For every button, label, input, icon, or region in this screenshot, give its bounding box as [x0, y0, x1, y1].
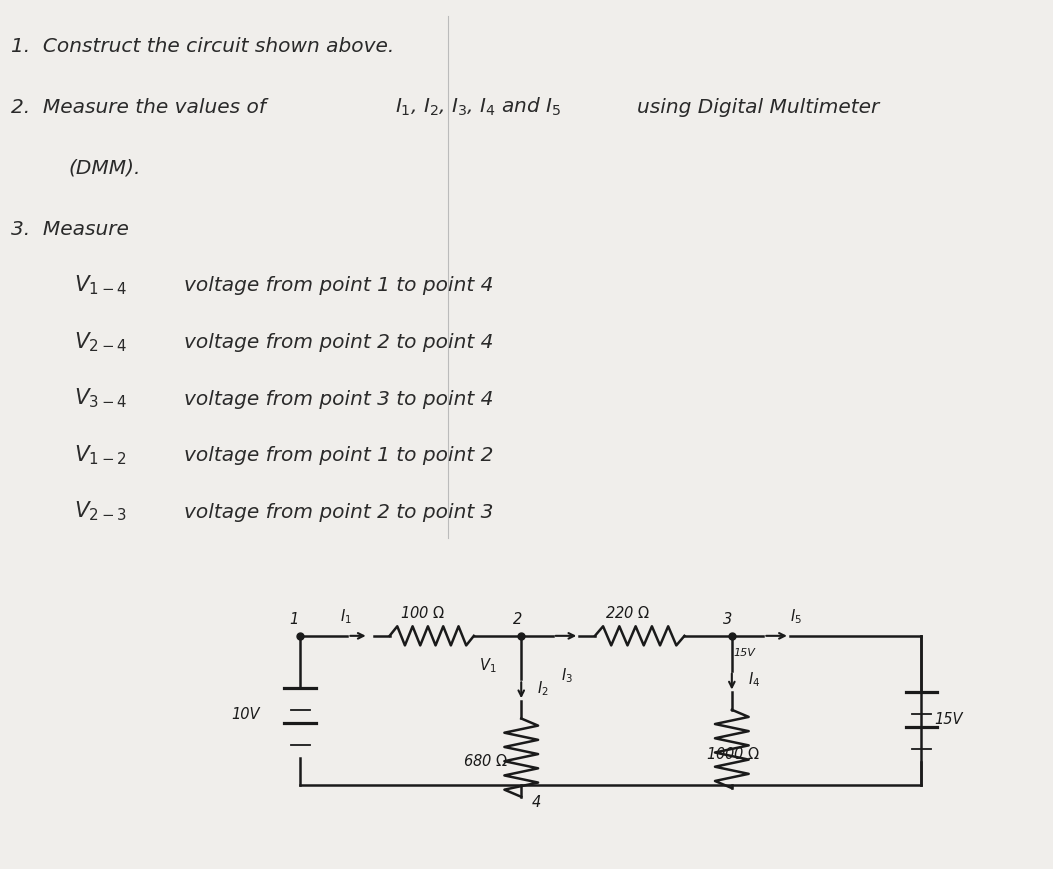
Text: voltage from point 1 to point 4: voltage from point 1 to point 4 — [184, 276, 494, 295]
Text: $I_3$: $I_3$ — [561, 666, 573, 684]
Text: 1.  Construct the circuit shown above.: 1. Construct the circuit shown above. — [11, 37, 394, 56]
Text: $I_1$, $I_2$, $I_3$, $I_4$ and $I_5$: $I_1$, $I_2$, $I_3$, $I_4$ and $I_5$ — [395, 96, 561, 118]
Text: 3: 3 — [723, 611, 733, 626]
Text: $I_4$: $I_4$ — [748, 670, 760, 688]
Text: 10V: 10V — [232, 706, 260, 721]
Text: $V_{2-4}$: $V_{2-4}$ — [74, 329, 127, 353]
Text: 2.  Measure the values of: 2. Measure the values of — [11, 98, 272, 117]
Text: 3.  Measure: 3. Measure — [11, 220, 128, 239]
Text: 680 $\Omega$: 680 $\Omega$ — [463, 752, 509, 767]
Text: voltage from point 2 to point 3: voltage from point 2 to point 3 — [184, 502, 494, 521]
Text: 2: 2 — [513, 611, 522, 626]
Text: 4: 4 — [532, 794, 541, 809]
Text: 100 $\Omega$: 100 $\Omega$ — [400, 604, 445, 620]
Text: voltage from point 3 to point 4: voltage from point 3 to point 4 — [184, 389, 494, 408]
Text: voltage from point 1 to point 2: voltage from point 1 to point 2 — [184, 446, 494, 465]
Text: 1: 1 — [290, 611, 299, 626]
Text: $V_1$: $V_1$ — [479, 655, 497, 673]
Text: 1000 $\Omega$: 1000 $\Omega$ — [706, 745, 760, 760]
Text: 15V: 15V — [734, 647, 756, 657]
Text: $V_{3-4}$: $V_{3-4}$ — [74, 386, 127, 409]
Text: 15V: 15V — [934, 711, 962, 726]
Text: $V_{2-3}$: $V_{2-3}$ — [74, 499, 126, 522]
Text: $V_{1-2}$: $V_{1-2}$ — [74, 442, 126, 466]
Text: $I_1$: $I_1$ — [340, 607, 352, 625]
Text: $V_{1-4}$: $V_{1-4}$ — [74, 273, 127, 296]
Text: voltage from point 2 to point 4: voltage from point 2 to point 4 — [184, 333, 494, 352]
Text: $I_5$: $I_5$ — [790, 607, 801, 625]
Text: (DMM).: (DMM). — [68, 159, 141, 178]
Text: using Digital Multimeter: using Digital Multimeter — [637, 98, 879, 117]
Text: 220 $\Omega$: 220 $\Omega$ — [605, 604, 651, 620]
Text: $I_2$: $I_2$ — [537, 679, 549, 697]
